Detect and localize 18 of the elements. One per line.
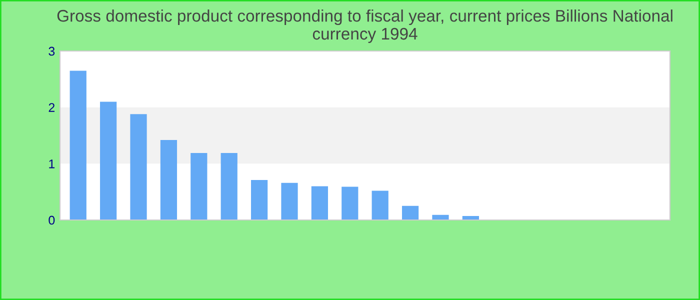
bar <box>251 180 268 220</box>
bar <box>70 70 86 220</box>
bar <box>220 152 238 220</box>
y-tick-label: 3 <box>48 46 55 56</box>
bar <box>432 214 449 220</box>
bar <box>372 190 388 220</box>
y-tick-label: 2 <box>48 103 55 112</box>
y-tick-label: 1 <box>49 160 55 168</box>
bar <box>100 102 117 220</box>
bar <box>342 186 358 220</box>
bar <box>160 140 178 220</box>
bar <box>281 182 298 220</box>
bar <box>311 186 328 220</box>
chart-title: Gross domestic product corresponding to fiscal year, current prices Billions National currency 1994 <box>57 9 672 43</box>
bar <box>402 206 419 220</box>
bar <box>130 114 147 220</box>
y-tick-label: 0 <box>48 216 55 225</box>
bar <box>190 152 208 220</box>
